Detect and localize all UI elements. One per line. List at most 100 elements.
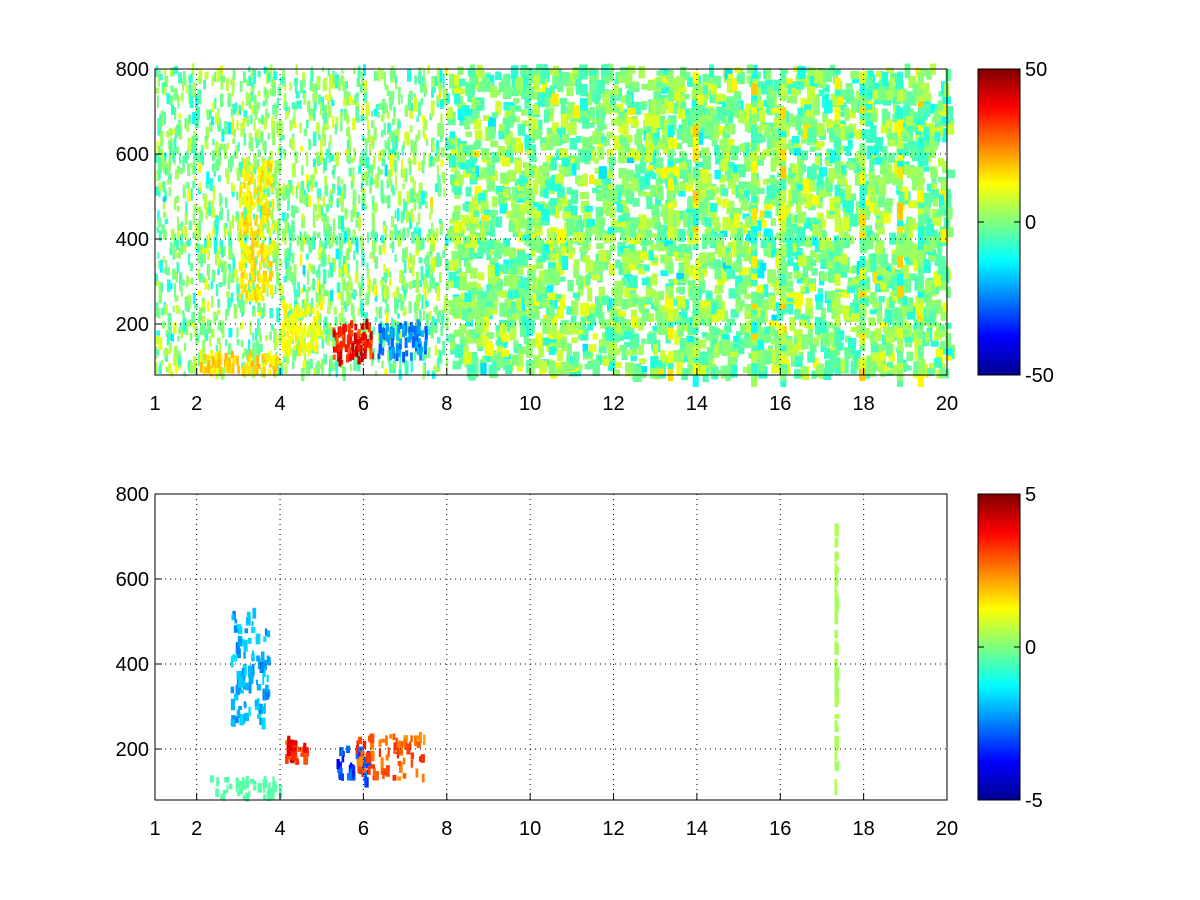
heatmap-cell xyxy=(282,69,285,77)
heatmap-cell xyxy=(323,158,327,171)
heatmap-cell xyxy=(488,249,495,255)
heatmap-cell xyxy=(305,289,309,303)
heatmap-cell xyxy=(639,358,647,364)
heatmap-cell xyxy=(607,297,613,311)
heatmap-cell xyxy=(534,225,542,233)
heatmap-cell xyxy=(612,313,619,322)
heatmap-cell xyxy=(628,83,635,93)
heatmap-cell xyxy=(609,91,616,106)
heatmap-cell xyxy=(413,193,418,200)
heatmap-cell xyxy=(209,336,212,347)
heatmap-cell xyxy=(404,168,408,183)
heatmap-cell xyxy=(430,197,434,207)
heatmap-cell xyxy=(181,79,184,92)
heatmap-cell xyxy=(314,167,318,174)
heatmap-cell xyxy=(621,183,629,197)
heatmap-cell xyxy=(843,126,852,133)
heatmap-cell xyxy=(375,370,378,377)
heatmap-cell xyxy=(660,254,667,264)
heatmap-cell xyxy=(200,145,204,156)
heatmap-cell xyxy=(213,186,216,202)
heatmap-cell xyxy=(423,84,428,95)
heatmap-cell xyxy=(811,259,817,267)
heatmap-cell xyxy=(209,121,213,133)
heatmap-cell xyxy=(629,223,637,238)
heatmap-cell xyxy=(764,204,773,210)
heatmap-cell xyxy=(588,306,597,314)
heatmap-cell xyxy=(592,92,600,101)
heatmap-cell xyxy=(192,213,196,226)
heatmap-cell xyxy=(270,209,274,221)
heatmap-cell xyxy=(158,281,161,296)
heatmap-cell xyxy=(503,355,511,371)
heatmap-cell xyxy=(828,168,835,184)
heatmap-cell xyxy=(203,322,207,338)
heatmap-cell xyxy=(631,316,639,328)
heatmap-cell xyxy=(797,335,805,350)
heatmap-cell xyxy=(619,134,629,144)
heatmap-cell xyxy=(444,67,449,76)
heatmap-cell xyxy=(598,311,605,325)
heatmap-cell xyxy=(471,356,479,367)
heatmap-cell xyxy=(436,312,441,323)
heatmap-cell xyxy=(503,259,510,268)
heatmap-cell xyxy=(156,170,159,182)
heatmap-cell xyxy=(389,99,393,108)
heatmap-cell xyxy=(305,119,309,129)
heatmap-cell xyxy=(409,267,413,274)
heatmap-cell xyxy=(373,278,377,288)
heatmap-cell xyxy=(503,238,511,247)
heatmap-cell xyxy=(488,364,497,375)
heatmap-cell xyxy=(286,111,289,118)
heatmap-cell xyxy=(728,263,737,270)
heatmap-cell xyxy=(743,366,751,374)
heatmap-cell xyxy=(785,213,793,228)
heatmap-cell xyxy=(232,258,236,273)
heatmap-cell xyxy=(436,286,441,301)
heatmap-cell xyxy=(454,329,461,337)
heatmap-cell xyxy=(791,343,799,352)
heatmap-cell xyxy=(197,254,201,264)
heatmap-cell xyxy=(370,231,375,239)
heatmap-cell xyxy=(526,67,534,78)
heatmap-cell xyxy=(296,235,300,246)
heatmap-cell xyxy=(570,121,577,136)
heatmap-cell xyxy=(158,290,163,304)
heatmap-cell xyxy=(593,158,599,164)
heatmap-cell xyxy=(155,336,160,345)
heatmap-cell xyxy=(765,68,772,80)
heatmap-cell xyxy=(798,166,805,174)
heatmap-cell xyxy=(367,120,370,129)
heatmap-cell xyxy=(651,369,661,376)
heatmap-cell xyxy=(755,179,761,190)
heatmap-cell xyxy=(394,135,398,150)
heatmap-cell xyxy=(824,360,834,375)
heatmap-cell xyxy=(313,367,316,376)
heatmap-cell xyxy=(292,185,295,196)
heatmap-cell xyxy=(352,315,356,326)
heatmap-cell xyxy=(900,264,909,278)
heatmap-cell xyxy=(379,279,384,286)
heatmap-cell xyxy=(550,157,557,169)
heatmap-cell xyxy=(912,176,918,191)
heatmap-cell xyxy=(328,297,332,309)
heatmap-cell xyxy=(323,316,328,328)
heatmap-cell xyxy=(683,212,692,228)
heatmap-cell xyxy=(764,327,771,335)
heatmap-cell xyxy=(264,87,267,96)
heatmap-cell xyxy=(177,354,182,369)
heatmap-cell xyxy=(215,284,219,296)
heatmap-cell xyxy=(820,249,829,259)
heatmap-cell xyxy=(717,275,726,283)
heatmap-cell xyxy=(162,181,166,193)
heatmap-cell xyxy=(646,122,653,132)
heatmap-cell xyxy=(587,287,593,302)
heatmap-cell xyxy=(614,219,621,232)
heatmap-cell xyxy=(282,189,287,201)
heatmap-cell xyxy=(269,308,274,319)
heatmap-cell xyxy=(303,303,308,318)
heatmap-cell xyxy=(467,360,475,372)
heatmap-cell xyxy=(592,333,598,340)
heatmap-cell xyxy=(213,72,217,82)
heatmap-cell xyxy=(268,201,273,208)
